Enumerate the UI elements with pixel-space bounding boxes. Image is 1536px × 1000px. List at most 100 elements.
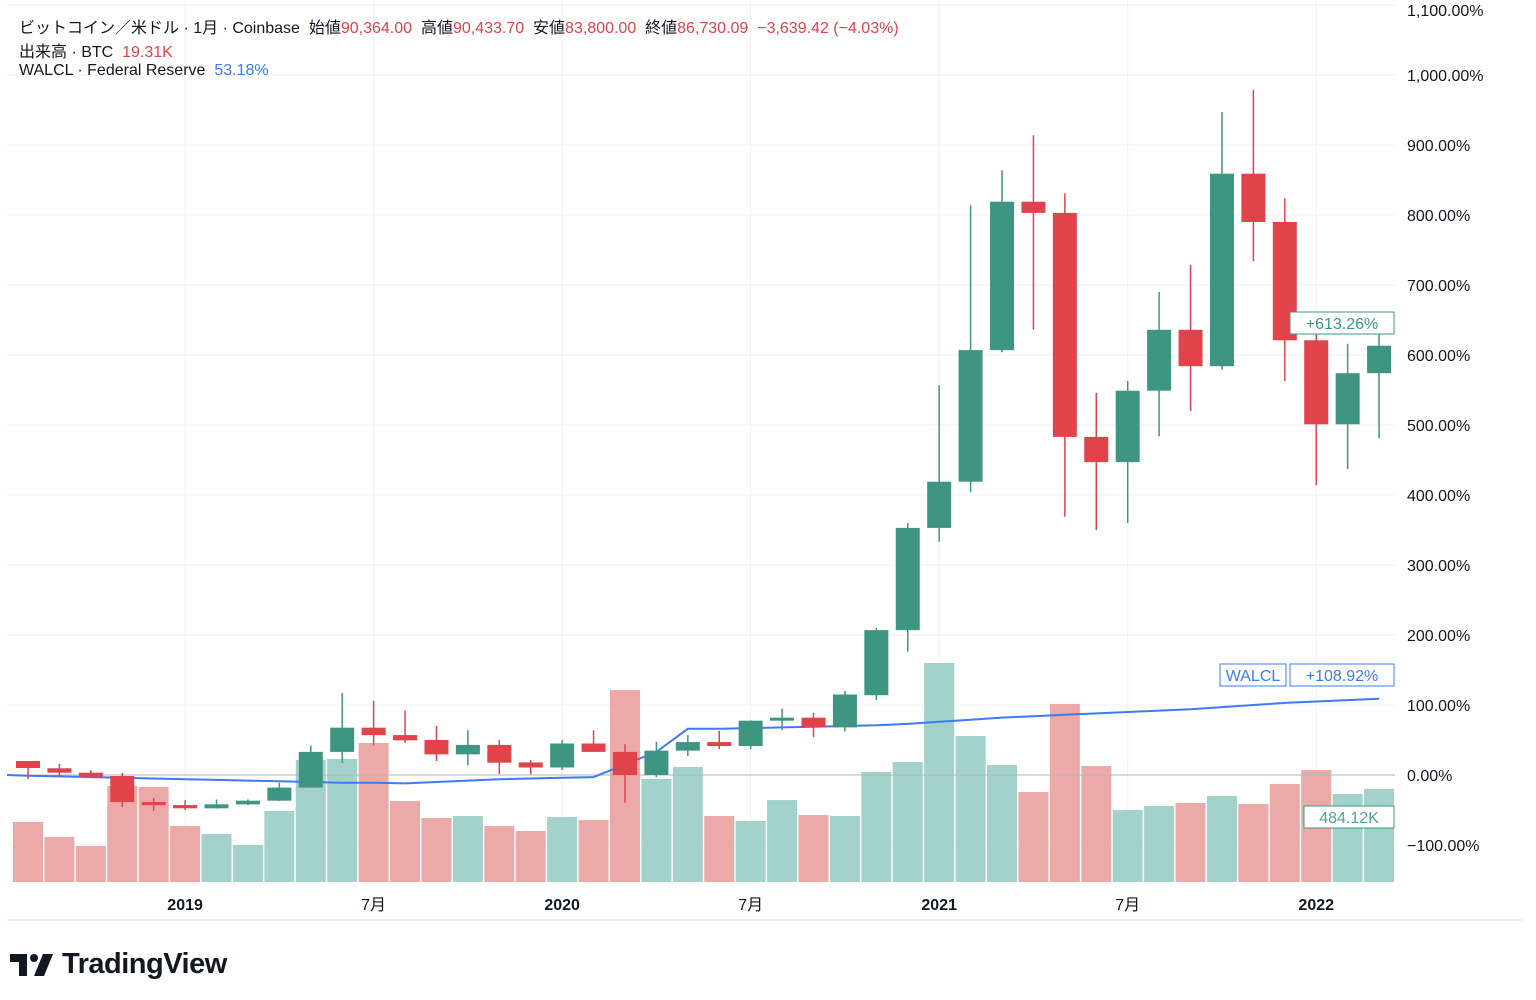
- x-axis[interactable]: 2019 7月 2020 7月 2021 7月 2022: [167, 897, 1334, 914]
- volume-bar: [515, 831, 546, 882]
- high-label: 高値: [420, 20, 453, 37]
- y-tick-label: 200.00%: [1407, 628, 1470, 645]
- candle-body[interactable]: [612, 751, 637, 775]
- candle-body[interactable]: [581, 743, 606, 752]
- candle-body[interactable]: [1241, 173, 1266, 222]
- walcl-line: [6, 697, 1380, 785]
- candle-body[interactable]: [1335, 373, 1360, 425]
- candles: [16, 89, 1392, 811]
- candle-body[interactable]: [173, 805, 198, 809]
- candle-body[interactable]: [1209, 173, 1234, 367]
- candle-body[interactable]: [864, 630, 889, 696]
- walcl-name-label: WALCL: [1226, 668, 1281, 685]
- candle-body[interactable]: [550, 743, 575, 768]
- volume-bar: [641, 778, 672, 882]
- y-tick-label: 0.00%: [1407, 768, 1452, 785]
- volume-bar: [547, 817, 578, 882]
- volume-bar: [861, 772, 892, 882]
- candle-body[interactable]: [1115, 390, 1140, 463]
- volume-bar: [232, 845, 263, 882]
- candle-body[interactable]: [738, 720, 763, 747]
- candle-body[interactable]: [110, 775, 135, 803]
- volume-bar: [452, 816, 483, 882]
- candle-body[interactable]: [298, 751, 323, 788]
- candle-body[interactable]: [518, 762, 543, 768]
- candle-body[interactable]: [424, 740, 449, 755]
- candle-body[interactable]: [832, 694, 857, 728]
- candle-body[interactable]: [675, 742, 700, 751]
- candle-body[interactable]: [1178, 329, 1203, 367]
- candle-body[interactable]: [47, 768, 72, 773]
- candle-body[interactable]: [455, 744, 480, 755]
- candle-body[interactable]: [644, 750, 669, 775]
- volume-bar: [829, 816, 860, 882]
- volume-bar: [1049, 703, 1080, 882]
- volume-bar: [1081, 766, 1112, 882]
- x-tick-label: 7月: [738, 897, 763, 914]
- last-value-labels: +613.26% WALCL +108.92% 484.12K: [1219, 311, 1395, 829]
- x-tick-label: 7月: [1115, 897, 1140, 914]
- candle-body[interactable]: [770, 717, 795, 721]
- volume-bar: [201, 833, 232, 882]
- volume-bar: [327, 758, 358, 882]
- y-tick-label: 600.00%: [1407, 348, 1470, 365]
- walcl-last-label: +108.92%: [1306, 668, 1379, 685]
- candle-body[interactable]: [235, 800, 260, 805]
- symbol-title[interactable]: ビットコイン／米ドル · 1月 · Coinbase: [19, 20, 300, 37]
- candle-body[interactable]: [204, 804, 229, 809]
- candle-body[interactable]: [141, 802, 166, 806]
- candle-body[interactable]: [1147, 329, 1172, 391]
- x-tick-label: 7月: [361, 897, 386, 914]
- candle-body[interactable]: [267, 787, 292, 801]
- volume-legend: 出来高 · BTC 19.31K: [19, 38, 173, 62]
- candle-body[interactable]: [78, 772, 103, 777]
- volume-bar: [924, 662, 955, 882]
- candle-body[interactable]: [361, 727, 386, 736]
- volume-bar: [1364, 788, 1395, 882]
- volume-bar: [578, 820, 609, 882]
- price-last-label: +613.26%: [1306, 316, 1379, 333]
- tradingview-logo[interactable]: TradingView: [10, 948, 227, 981]
- candle-body[interactable]: [1084, 436, 1109, 463]
- candle-body[interactable]: [958, 350, 983, 482]
- low-value: 83,800.00: [565, 20, 637, 37]
- volume-bar: [421, 817, 452, 882]
- y-axis[interactable]: −100.00% 0.00% 100.00% 200.00% 300.00% 400.00…: [1407, 3, 1484, 855]
- volume-bar: [672, 767, 703, 882]
- candle-body[interactable]: [330, 727, 355, 752]
- volume-bar: [1206, 796, 1237, 882]
- y-tick-label: 800.00%: [1407, 208, 1470, 225]
- candle-body[interactable]: [1021, 201, 1046, 213]
- candle-body[interactable]: [927, 481, 952, 528]
- y-tick-label: 1,100.00%: [1407, 3, 1484, 20]
- volume-bar: [1144, 806, 1175, 882]
- volume-label[interactable]: 出来高 · BTC: [19, 44, 114, 61]
- volume-bar: [1269, 783, 1300, 882]
- volume-bar: [358, 742, 389, 882]
- volume-bar: [767, 800, 798, 882]
- walcl-name-box: [1219, 663, 1287, 687]
- low-label: 安値: [533, 20, 566, 37]
- price-chart[interactable]: −100.00% 0.00% 100.00% 200.00% 300.00% 400.00…: [0, 0, 1536, 940]
- candle-body[interactable]: [487, 744, 512, 763]
- change-value: −3,639.42 (−4.03%): [757, 20, 899, 37]
- candle-body[interactable]: [1052, 212, 1077, 437]
- volume-bar: [390, 801, 421, 882]
- tradingview-logo-icon: [10, 953, 53, 976]
- candle-body[interactable]: [393, 735, 418, 741]
- y-tick-label: 300.00%: [1407, 558, 1470, 575]
- logo-text: TradingView: [62, 948, 227, 980]
- candle-body[interactable]: [1304, 340, 1329, 425]
- volume-bar: [798, 815, 829, 882]
- candle-body[interactable]: [990, 201, 1015, 351]
- y-tick-label: 400.00%: [1407, 488, 1470, 505]
- candle-body[interactable]: [895, 527, 920, 631]
- volume-bar: [484, 826, 515, 882]
- walcl-label[interactable]: WALCL · Federal Reserve: [19, 62, 206, 79]
- candle-body[interactable]: [801, 717, 826, 728]
- candle-body[interactable]: [1367, 345, 1392, 374]
- volume-bar: [1018, 792, 1049, 882]
- candle-body[interactable]: [16, 761, 40, 768]
- volume-bars: [13, 662, 1395, 882]
- candle-body[interactable]: [707, 742, 732, 747]
